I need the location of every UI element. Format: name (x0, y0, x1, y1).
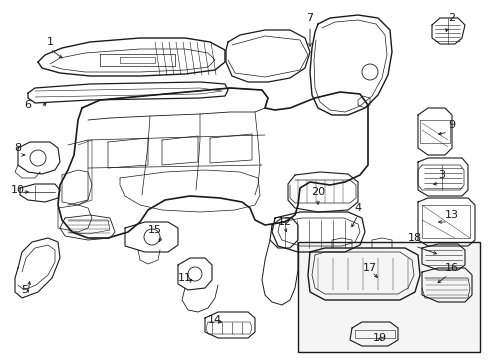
Text: 7: 7 (306, 13, 313, 23)
Text: 9: 9 (447, 120, 455, 130)
Text: 2: 2 (447, 13, 455, 23)
Text: 14: 14 (207, 315, 222, 325)
Text: 3: 3 (438, 170, 445, 180)
Text: 18: 18 (407, 233, 421, 243)
Text: 12: 12 (277, 217, 291, 227)
Text: 16: 16 (444, 263, 458, 273)
Text: 11: 11 (178, 273, 192, 283)
Text: 4: 4 (354, 203, 361, 213)
Text: 19: 19 (372, 333, 386, 343)
Text: 6: 6 (24, 100, 31, 110)
Bar (297, 242, 479, 352)
Text: 10: 10 (11, 185, 25, 195)
Text: 15: 15 (148, 225, 162, 235)
Text: 17: 17 (362, 263, 376, 273)
Text: 13: 13 (444, 210, 458, 220)
Text: 8: 8 (15, 143, 21, 153)
Text: 5: 5 (21, 285, 28, 295)
Text: 20: 20 (310, 187, 325, 197)
Text: 1: 1 (46, 37, 53, 47)
